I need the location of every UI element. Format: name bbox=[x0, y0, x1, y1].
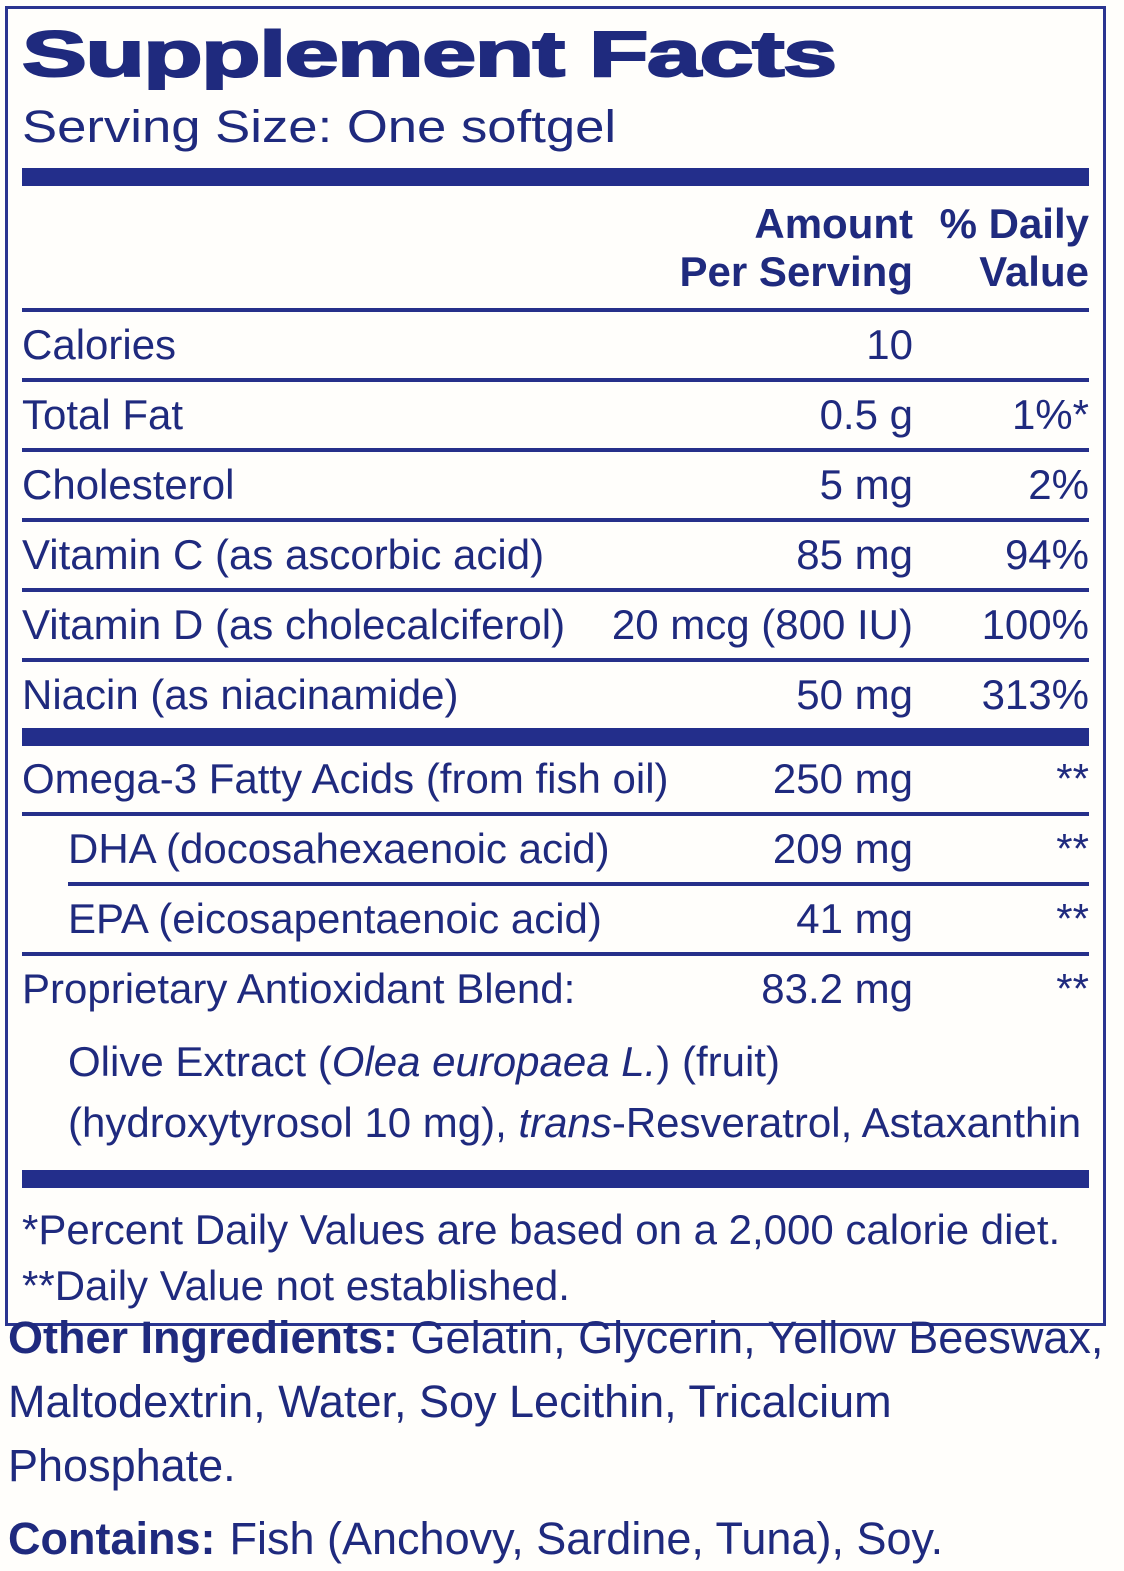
dv-value: 94% bbox=[1004, 531, 1089, 579]
nutrient-name: Vitamin D (as cholecalciferol) bbox=[22, 601, 566, 649]
amount-value: 20 mcg (800 IU) bbox=[611, 601, 913, 649]
column-header-amount: Amount Per Serving bbox=[680, 200, 913, 297]
separator bbox=[22, 448, 1089, 453]
nutrient-row-dha: DHA (docosahexaenoic acid) 209 mg ** bbox=[22, 816, 1089, 882]
dv-value: ** bbox=[1056, 965, 1089, 1013]
contains-statement: Contains: Fish (Anchovy, Sardine, Tuna), … bbox=[8, 1512, 944, 1564]
serving-size: Serving Size: One softgel bbox=[22, 101, 617, 153]
thick-divider-bottom bbox=[22, 1170, 1089, 1189]
amount-value: 50 mg bbox=[796, 671, 913, 719]
botanical-name: Olea europaea L. bbox=[331, 1038, 657, 1086]
dv-value: 100% bbox=[981, 601, 1089, 649]
thick-divider-top bbox=[22, 167, 1089, 186]
amount-value: 0.5 g bbox=[819, 391, 913, 439]
nutrient-row-niacin: Niacin (as niacinamide) 50 mg 313% bbox=[22, 662, 1089, 728]
column-header-dv-line2: Value bbox=[979, 247, 1089, 295]
amount-value: 5 mg bbox=[819, 461, 913, 509]
nutrient-row-antioxidant-blend: Proprietary Antioxidant Blend: 83.2 mg *… bbox=[22, 956, 1089, 1022]
column-header-amount-line1: Amount bbox=[754, 199, 913, 247]
column-header-dv-line1: % Daily bbox=[939, 199, 1089, 247]
footnote-dv-not-established: **Daily Value not established. bbox=[22, 1261, 570, 1309]
amount-value: 209 mg bbox=[772, 825, 913, 873]
supplement-facts-title: Supplement Facts bbox=[20, 18, 838, 90]
trans-italic: trans bbox=[518, 1099, 612, 1147]
separator-indented bbox=[68, 882, 1089, 887]
nutrient-name: Total Fat bbox=[22, 391, 184, 439]
amount-value: 250 mg bbox=[772, 755, 913, 803]
dv-value: ** bbox=[1056, 825, 1089, 873]
separator bbox=[22, 658, 1089, 663]
column-header-amount-line2: Per Serving bbox=[679, 247, 913, 295]
blend-details-line2: (hydroxytyrosol 10 mg), trans-Resveratro… bbox=[68, 1099, 1082, 1147]
footnote-daily-values: *Percent Daily Values are based on a 2,0… bbox=[22, 1206, 1061, 1254]
nutrient-name: Vitamin C (as ascorbic acid) bbox=[22, 531, 545, 579]
nutrient-name: Calories bbox=[22, 321, 177, 369]
amount-value: 83.2 mg bbox=[761, 965, 913, 1013]
separator bbox=[22, 308, 1089, 313]
nutrient-name: DHA (docosahexaenoic acid) bbox=[68, 825, 610, 873]
dv-value: ** bbox=[1056, 755, 1089, 803]
column-headers: Amount Per Serving % Daily Value bbox=[22, 186, 1089, 309]
nutrient-name: Niacin (as niacinamide) bbox=[22, 671, 459, 719]
dv-value: ** bbox=[1056, 895, 1089, 943]
amount-value: 41 mg bbox=[796, 895, 913, 943]
dv-value: 2% bbox=[1028, 461, 1089, 509]
nutrient-row-omega3: Omega-3 Fatty Acids (from fish oil) 250 … bbox=[22, 746, 1089, 812]
dv-value: 1%* bbox=[1011, 391, 1089, 439]
amount-value: 85 mg bbox=[796, 531, 913, 579]
separator bbox=[22, 812, 1089, 817]
amount-value: 10 bbox=[866, 321, 913, 369]
blend-details: Olive Extract (Olea europaea L.) (fruit)… bbox=[22, 1032, 1089, 1154]
column-header-dv: % Daily Value bbox=[913, 200, 1089, 297]
separator bbox=[22, 378, 1089, 383]
blend-details-line1: Olive Extract (Olea europaea L.) (fruit) bbox=[68, 1038, 780, 1086]
separator bbox=[22, 952, 1089, 957]
separator bbox=[22, 518, 1089, 523]
nutrient-name: Cholesterol bbox=[22, 461, 235, 509]
below-panel-text: Other Ingredients: Gelatin, Glycerin, Ye… bbox=[8, 1306, 1120, 1571]
other-ingredients-label: Other Ingredients: bbox=[8, 1312, 399, 1363]
contains-label: Contains: bbox=[8, 1512, 216, 1564]
other-ingredients-line2: Maltodextrin, Water, Soy Lecithin, Trica… bbox=[8, 1375, 892, 1491]
nutrient-row-vitamin-c: Vitamin C (as ascorbic acid) 85 mg 94% bbox=[22, 522, 1089, 588]
nutrient-row-total-fat: Total Fat 0.5 g 1%* bbox=[22, 382, 1089, 448]
dv-value: 313% bbox=[981, 671, 1089, 719]
nutrient-row-cholesterol: Cholesterol 5 mg 2% bbox=[22, 452, 1089, 518]
nutrient-row-vitamin-d: Vitamin D (as cholecalciferol) 20 mcg (8… bbox=[22, 592, 1089, 658]
separator bbox=[22, 588, 1089, 593]
other-ingredients: Other Ingredients: Gelatin, Glycerin, Ye… bbox=[8, 1312, 1104, 1491]
nutrient-name: EPA (eicosapentaenoic acid) bbox=[68, 895, 602, 943]
nutrient-name: Omega-3 Fatty Acids (from fish oil) bbox=[22, 755, 669, 803]
footnotes: *Percent Daily Values are based on a 2,0… bbox=[22, 1202, 1089, 1313]
nutrient-row-calories: Calories 10 bbox=[22, 312, 1089, 378]
nutrient-name: Proprietary Antioxidant Blend: bbox=[22, 965, 576, 1013]
supplement-facts-panel: Supplement Facts Serving Size: One softg… bbox=[5, 6, 1106, 1326]
thick-divider-middle bbox=[22, 728, 1089, 747]
nutrient-row-epa: EPA (eicosapentaenoic acid) 41 mg ** bbox=[22, 886, 1089, 952]
